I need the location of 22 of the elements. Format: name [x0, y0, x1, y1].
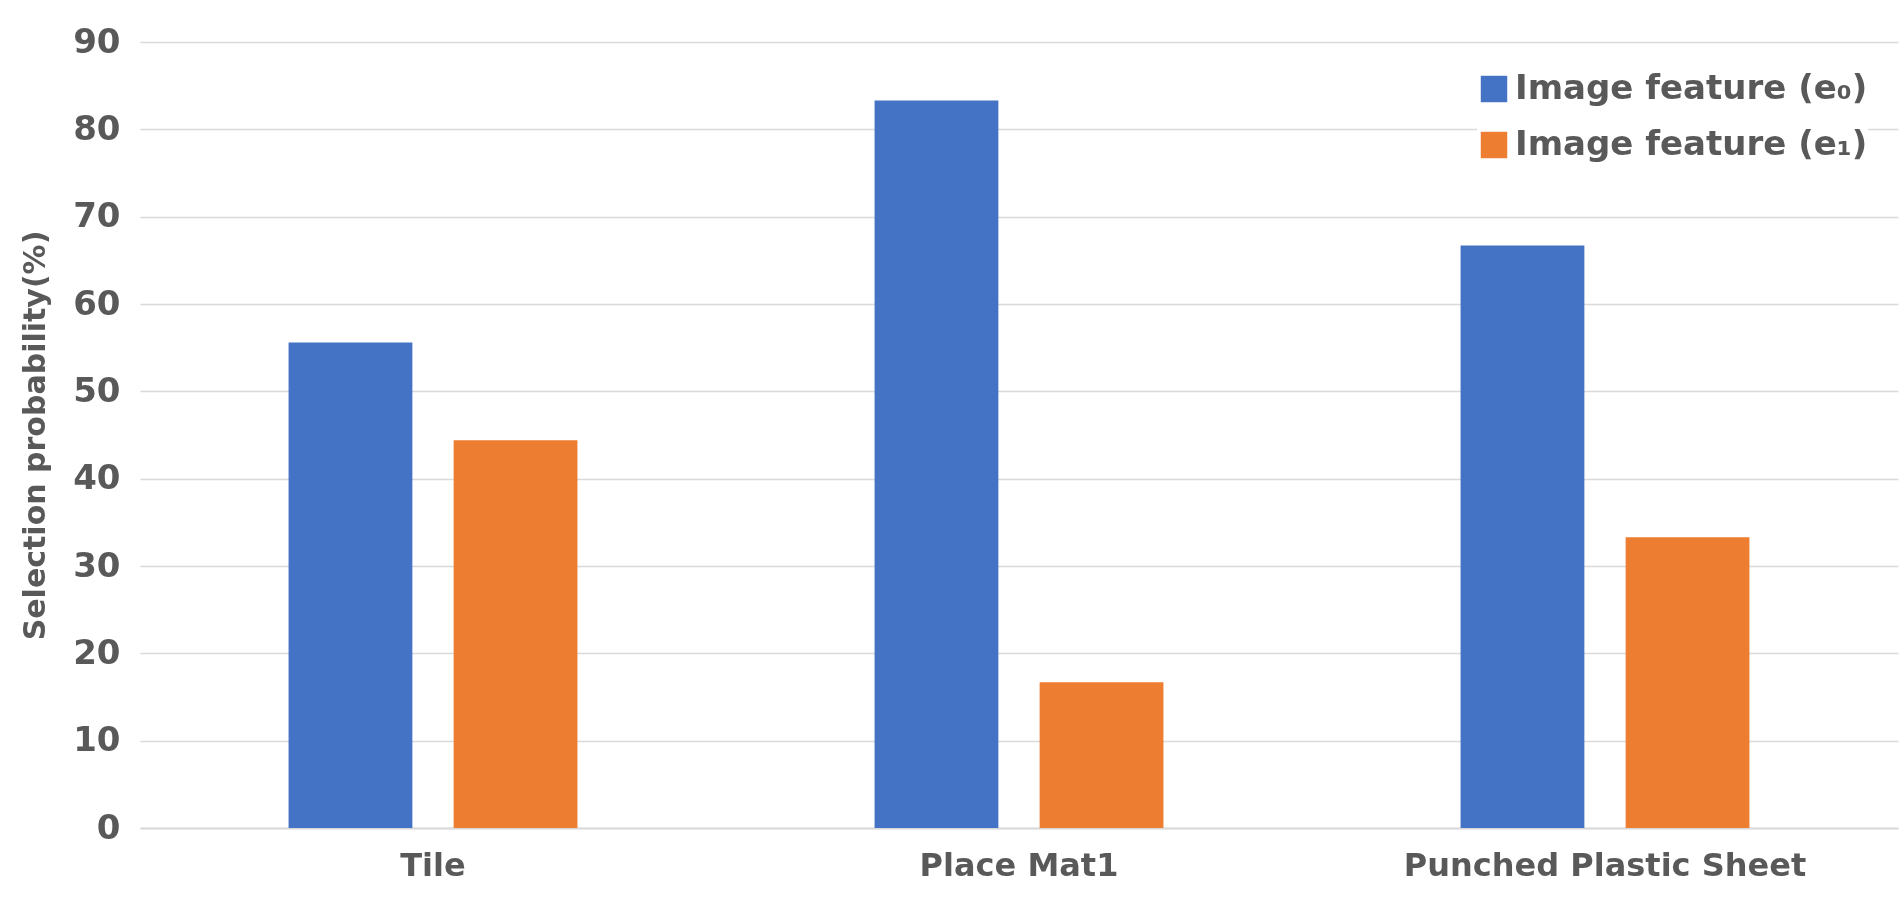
x-tick-label: Tile — [400, 845, 466, 884]
y-tick-label: 0 — [96, 806, 121, 847]
y-tick-label: 60 — [73, 282, 121, 323]
x-tick-label: Punched Plastic Sheet — [1403, 845, 1807, 884]
y-tick-label: 70 — [73, 195, 121, 236]
y-tick-label: 80 — [73, 107, 121, 148]
x-tick-label: Place Mat1 — [919, 845, 1119, 884]
y-tick-label: 50 — [73, 369, 121, 410]
bar — [288, 342, 413, 828]
y-tick-label: 20 — [73, 631, 121, 672]
bar — [453, 440, 578, 828]
legend-label: Image feature (e₁) — [1515, 123, 1868, 163]
bar — [874, 100, 999, 828]
legend-label: Image feature (e₀) — [1515, 67, 1868, 107]
y-tick-label: 30 — [73, 544, 121, 585]
y-tick-label: 40 — [73, 457, 121, 498]
y-tick-label: 90 — [73, 20, 121, 61]
bar — [1460, 245, 1585, 828]
y-tick-label: 10 — [73, 719, 121, 760]
y-axis-title: Selection probability(%) — [17, 230, 53, 641]
bar — [1625, 537, 1750, 828]
bar — [1039, 682, 1164, 828]
